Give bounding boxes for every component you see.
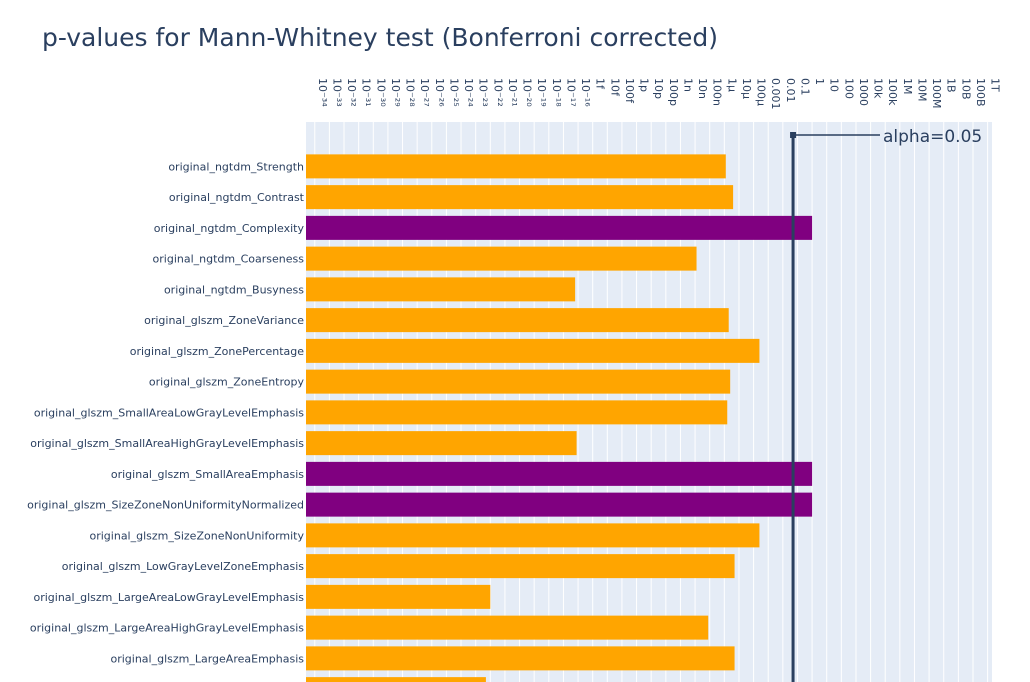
- x-tick-label: 100f: [623, 78, 636, 104]
- x-tick-label: 1n: [681, 78, 694, 92]
- bar: [306, 523, 760, 548]
- x-tick-label: 10⁻²⁴: [462, 78, 475, 107]
- bar: [306, 185, 734, 210]
- x-tick-label: 10⁻²⁹: [389, 78, 402, 107]
- x-tick-label: 10k: [872, 78, 885, 99]
- x-tick-label: 10⁻³³: [330, 78, 343, 107]
- bar: [306, 308, 729, 333]
- x-tick-label: 10⁻¹⁷: [564, 78, 577, 107]
- bar: [306, 400, 728, 425]
- x-tick-label: 10⁻¹⁶: [579, 78, 592, 107]
- x-tick-label: 10⁻¹⁹: [535, 78, 548, 107]
- x-tick-label: 100B: [974, 78, 987, 107]
- alpha-arrow-head: [790, 132, 797, 138]
- bar: [306, 215, 813, 240]
- y-axis-categories: original_ngtdm_Strength original_ngtdm_Co…: [27, 160, 305, 665]
- category-label: original_glszm_SmallAreaHighGrayLevelEmp…: [30, 437, 304, 450]
- x-tick-label: 1µ: [725, 78, 738, 92]
- x-tick-label: 0.1: [798, 78, 811, 96]
- x-tick-label: 100p: [667, 78, 680, 106]
- x-tick-label: 100: [842, 78, 855, 99]
- category-label: original_glszm_LowGrayLevelZoneEmphasis: [62, 560, 305, 573]
- x-tick-label: 10⁻²³: [477, 78, 490, 107]
- category-label: original_ngtdm_Strength: [168, 160, 304, 173]
- x-tick-label: 10p: [652, 78, 665, 99]
- bar: [306, 677, 486, 682]
- x-tick-label: 10⁻²⁷: [418, 78, 431, 107]
- x-tick-label: 10⁻²⁰: [521, 78, 534, 107]
- category-label: original_glszm_ZoneVariance: [144, 314, 304, 327]
- category-label: original_glszm_ZoneEntropy: [149, 376, 305, 389]
- x-tick-label: 1: [813, 78, 826, 85]
- chart-title: p-values for Mann-Whitney test (Bonferro…: [42, 23, 718, 52]
- x-tick-label: 10⁻¹⁸: [550, 78, 563, 107]
- x-tick-label: 100n: [711, 78, 724, 106]
- bar: [306, 431, 577, 456]
- x-tick-label: 0.001: [769, 78, 782, 110]
- x-tick-label: 10⁻²²: [491, 78, 504, 107]
- x-tick-label: 10f: [608, 78, 621, 97]
- bar: [306, 277, 576, 302]
- x-tick-label: 100µ: [755, 78, 768, 106]
- bars: [306, 154, 813, 682]
- x-tick-label: 10M: [915, 78, 928, 102]
- x-tick-label: 1T: [989, 78, 1002, 92]
- x-tick-label: 10⁻³⁴: [316, 78, 329, 107]
- x-tick-label: 10⁻³¹: [360, 78, 373, 107]
- category-label: original_glszm_SizeZoneNonUniformity: [90, 529, 305, 542]
- category-label: original_glszm_LargeAreaHighGrayLevelEmp…: [30, 622, 304, 635]
- category-label: original_glszm_SmallAreaLowGrayLevelEmph…: [34, 406, 304, 419]
- category-label: original_ngtdm_Contrast: [169, 191, 305, 204]
- category-label: original_ngtdm_Busyness: [164, 283, 304, 296]
- x-tick-label: 10⁻²⁸: [404, 78, 417, 107]
- category-label: original_ngtdm_Coarseness: [153, 253, 305, 266]
- x-tick-label: 0.01: [784, 78, 797, 103]
- alpha-annotation: alpha=0.05: [790, 127, 982, 682]
- bar: [306, 338, 760, 363]
- bar: [306, 554, 735, 579]
- category-label: original_ngtdm_Complexity: [154, 222, 305, 235]
- x-tick-label: 100k: [886, 78, 899, 106]
- x-tick-label: 10: [828, 78, 841, 92]
- x-tick-label: 10n: [696, 78, 709, 99]
- x-tick-label: 1M: [901, 78, 914, 95]
- bar: [306, 461, 813, 486]
- bar: [306, 615, 709, 640]
- alpha-annotation-label: alpha=0.05: [883, 127, 982, 147]
- bar: [306, 154, 726, 179]
- x-axis-ticks: 10⁻³⁴ 10⁻³³ 10⁻³² 10⁻³¹ 10⁻³⁰ 10⁻²⁹ 10⁻²⁸ 10⁻²⁷…: [316, 78, 1002, 110]
- category-label: original_glszm_SizeZoneNonUniformityNorm…: [27, 499, 304, 512]
- x-tick-label: 10⁻³²: [345, 78, 358, 107]
- x-tick-label: 1f: [594, 78, 607, 90]
- bar: [306, 492, 813, 517]
- x-tick-label: 1p: [638, 78, 651, 92]
- x-tick-label: 1B: [945, 78, 958, 93]
- x-tick-label: 10⁻²⁶: [433, 78, 446, 107]
- bar: [306, 246, 697, 271]
- x-tick-label: 100M: [930, 78, 943, 109]
- bar: [306, 369, 731, 394]
- category-label: original_glszm_LargeAreaEmphasis: [110, 652, 304, 665]
- bar: [306, 584, 491, 609]
- x-tick-label: 10⁻³⁰: [374, 78, 387, 107]
- x-tick-label: 10⁻²¹: [506, 78, 519, 107]
- category-label: original_glszm_LargeAreaLowGrayLevelEmph…: [33, 591, 304, 604]
- category-label: original_glszm_SmallAreaEmphasis: [111, 468, 304, 481]
- bar: [306, 646, 735, 671]
- x-tick-label: 10µ: [740, 78, 753, 99]
- x-tick-label: 10B: [959, 78, 972, 100]
- category-label: original_glszm_ZonePercentage: [130, 345, 304, 358]
- x-tick-label: 10⁻²⁵: [447, 78, 460, 107]
- x-tick-label: 1000: [857, 78, 870, 106]
